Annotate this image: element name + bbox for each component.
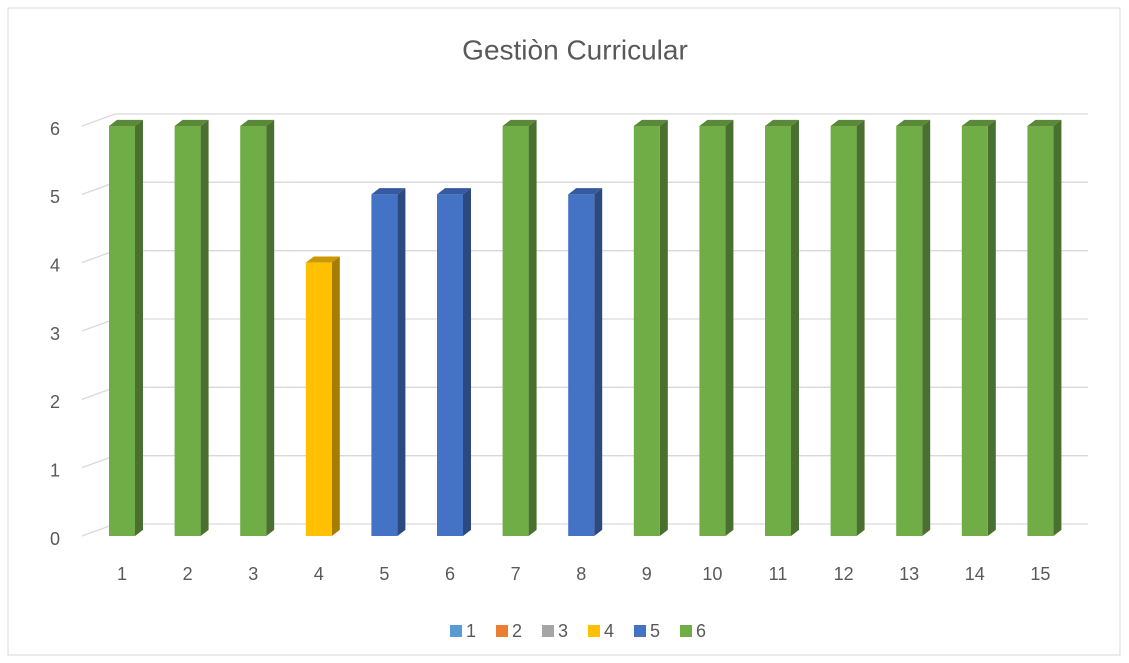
y-tick-label: 6 [50,119,60,139]
legend-label: 5 [650,621,660,641]
grid-line [81,113,116,127]
bar-side [1053,119,1062,536]
x-tick-label: 13 [899,564,919,584]
x-tick-label: 1 [117,564,127,584]
x-tick-label: 12 [834,564,854,584]
legend-label: 2 [512,621,522,641]
bar-top [502,119,537,126]
bar [109,126,135,536]
legend-label: 3 [558,621,568,641]
x-tick-label: 2 [183,564,193,584]
bar-side [856,119,865,536]
bar-top [765,119,799,126]
bar-top [896,119,931,126]
bar [174,126,201,536]
legend-swatch [496,625,508,637]
bar-side [725,119,734,536]
bar [830,126,857,536]
y-tick-label: 1 [50,460,60,480]
bar-side [331,256,340,537]
bar-top [240,119,275,126]
y-tick-label: 5 [50,187,60,207]
bar [699,126,726,536]
legend-swatch [634,625,646,637]
bar [633,126,660,536]
y-tick-label: 0 [50,529,60,549]
x-tick-label: 9 [642,564,652,584]
bar [765,126,791,536]
x-tick-label: 10 [702,564,722,584]
legend-label: 1 [466,621,476,641]
bar-top [109,119,143,126]
x-tick-label: 5 [379,564,389,584]
bar [896,126,923,536]
bar-top [699,119,734,126]
x-tick-label: 11 [769,564,788,584]
bar-side [397,188,406,536]
legend-swatch [450,625,462,637]
bar-side [594,188,603,536]
bar-side [987,119,996,536]
legend-swatch [588,625,600,637]
bar-top [305,256,340,263]
legend-swatch [680,625,692,637]
bar-top [633,119,668,126]
bar-top [1027,119,1062,126]
bar-top [961,119,996,126]
x-tick-label: 6 [445,564,455,584]
x-tick-label: 15 [1030,564,1050,584]
x-tick-label: 8 [576,564,586,584]
legend-label: 4 [604,621,614,641]
chart-title: Gestiòn Curricular [462,34,688,65]
bar-side [528,119,537,536]
legend-label: 6 [696,621,706,641]
x-tick-label: 14 [965,564,985,584]
bar-side [659,119,668,536]
bar-top [568,188,603,195]
x-tick-label: 7 [511,564,521,584]
bar-side [266,119,275,536]
bar [502,126,529,536]
bar [305,262,332,536]
bar-side [922,119,931,536]
bar [240,126,267,536]
x-tick-label: 4 [314,564,324,584]
y-tick-label: 4 [50,255,60,275]
y-tick-label: 3 [50,324,60,344]
bar-side [791,119,799,536]
y-tick-label: 2 [50,392,60,412]
bar-side [200,119,209,536]
bar-side [463,188,471,536]
bar-top [437,188,471,195]
bar-top [371,188,406,195]
bar [961,126,988,536]
bar [437,194,463,537]
bar [1027,126,1054,536]
bar-top [174,119,209,126]
bar [371,194,398,537]
bar-top [830,119,865,126]
bar [568,194,595,537]
x-tick-label: 3 [248,564,258,584]
legend-swatch [542,625,554,637]
bar-side [135,119,143,536]
